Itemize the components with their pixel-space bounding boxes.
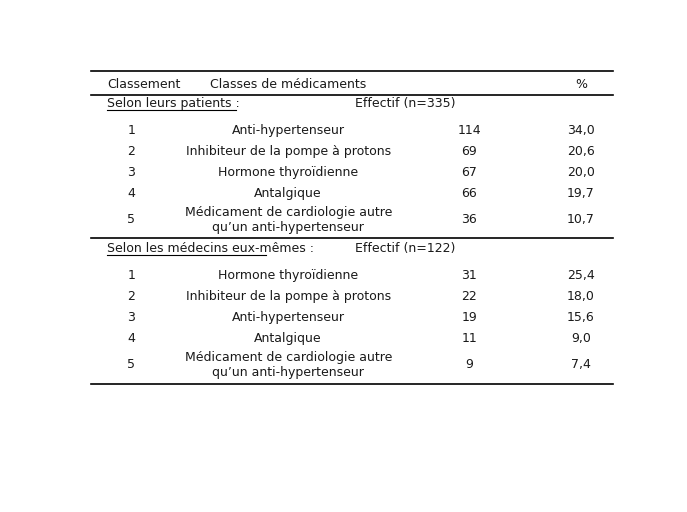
Text: 34,0: 34,0 xyxy=(567,123,595,137)
Text: 18,0: 18,0 xyxy=(567,290,595,303)
Text: 9: 9 xyxy=(465,358,473,371)
Text: 2: 2 xyxy=(127,290,135,303)
Text: 1: 1 xyxy=(127,269,135,282)
Text: 114: 114 xyxy=(458,123,481,137)
Text: 11: 11 xyxy=(462,332,477,346)
Text: 20,6: 20,6 xyxy=(567,145,595,158)
Text: Hormone thyroïdienne: Hormone thyroïdienne xyxy=(218,269,358,282)
Text: 19,7: 19,7 xyxy=(567,187,595,200)
Text: Selon leurs patients :: Selon leurs patients : xyxy=(107,97,240,110)
Text: 5: 5 xyxy=(127,213,135,226)
Text: 67: 67 xyxy=(461,166,477,179)
Text: Selon les médecins eux-mêmes :: Selon les médecins eux-mêmes : xyxy=(107,242,314,255)
Text: Classement: Classement xyxy=(107,78,181,91)
Text: Inhibiteur de la pompe à protons: Inhibiteur de la pompe à protons xyxy=(185,290,391,303)
Text: Effectif (n=122): Effectif (n=122) xyxy=(354,242,455,255)
Text: Anti-hypertenseur: Anti-hypertenseur xyxy=(232,123,345,137)
Text: 15,6: 15,6 xyxy=(567,311,595,324)
Text: 69: 69 xyxy=(462,145,477,158)
Text: 7,4: 7,4 xyxy=(571,358,591,371)
Text: Inhibiteur de la pompe à protons: Inhibiteur de la pompe à protons xyxy=(185,145,391,158)
Text: 4: 4 xyxy=(127,332,135,346)
Text: Médicament de cardiologie autre
qu’un anti-hypertenseur: Médicament de cardiologie autre qu’un an… xyxy=(185,205,392,233)
Text: 10,7: 10,7 xyxy=(567,213,595,226)
Text: 2: 2 xyxy=(127,145,135,158)
Text: Médicament de cardiologie autre
qu’un anti-hypertenseur: Médicament de cardiologie autre qu’un an… xyxy=(185,351,392,378)
Text: 5: 5 xyxy=(127,358,135,371)
Text: 3: 3 xyxy=(127,166,135,179)
Text: 20,0: 20,0 xyxy=(567,166,595,179)
Text: 3: 3 xyxy=(127,311,135,324)
Text: 31: 31 xyxy=(462,269,477,282)
Text: Classes de médicaments: Classes de médicaments xyxy=(210,78,366,91)
Text: Anti-hypertenseur: Anti-hypertenseur xyxy=(232,311,345,324)
Text: Antalgique: Antalgique xyxy=(254,187,322,200)
Text: 19: 19 xyxy=(462,311,477,324)
Text: 9,0: 9,0 xyxy=(571,332,591,346)
Text: 4: 4 xyxy=(127,187,135,200)
Text: Antalgique: Antalgique xyxy=(254,332,322,346)
Text: Effectif (n=335): Effectif (n=335) xyxy=(354,97,455,110)
Text: 1: 1 xyxy=(127,123,135,137)
Text: 25,4: 25,4 xyxy=(567,269,595,282)
Text: 36: 36 xyxy=(462,213,477,226)
Text: 22: 22 xyxy=(462,290,477,303)
Text: Hormone thyroïdienne: Hormone thyroïdienne xyxy=(218,166,358,179)
Text: %: % xyxy=(575,78,587,91)
Text: 66: 66 xyxy=(462,187,477,200)
